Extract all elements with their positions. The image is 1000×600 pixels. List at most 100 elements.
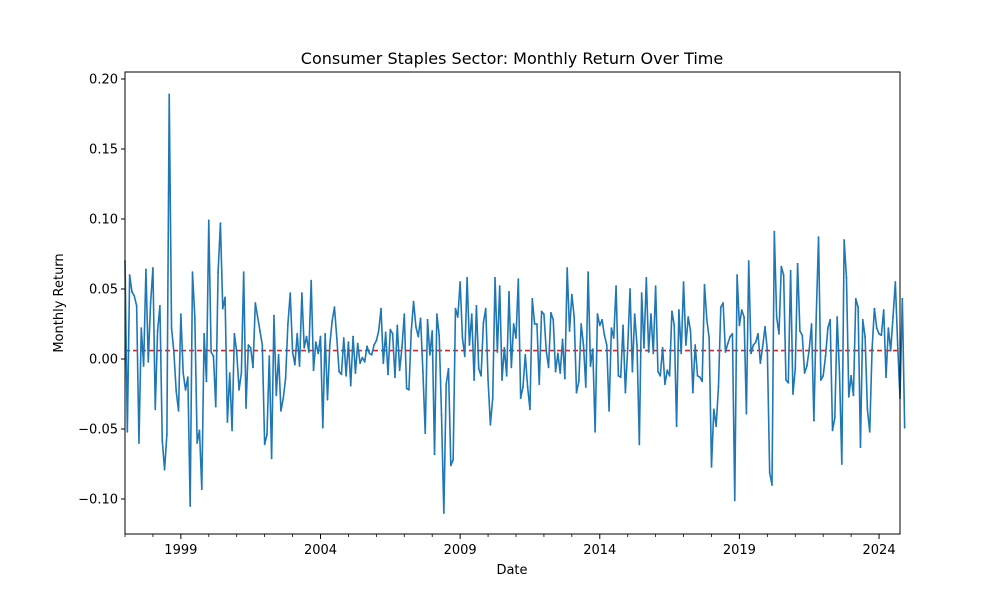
data-point: [524, 353, 527, 356]
data-point: [775, 316, 778, 318]
data-point: [356, 342, 359, 345]
data-point: [224, 296, 226, 299]
data-point: [719, 306, 722, 309]
data-point: [517, 278, 520, 281]
data-point: [349, 384, 352, 387]
data-point: [331, 320, 334, 323]
data-point: [405, 387, 408, 390]
data-point: [326, 398, 329, 401]
data-point: [138, 442, 140, 444]
data-point: [284, 377, 287, 380]
data-point: [456, 316, 459, 318]
data-point: [726, 342, 729, 345]
data-point: [487, 379, 489, 381]
data-point: [691, 391, 694, 394]
data-point: [440, 414, 443, 416]
data-point: [219, 222, 222, 225]
data-point: [766, 349, 769, 352]
data-point: [359, 362, 361, 365]
data-point: [743, 316, 745, 318]
data-point: [710, 465, 713, 468]
data-point: [852, 394, 855, 397]
data-point: [731, 332, 734, 335]
data-point: [799, 330, 801, 332]
data-point: [235, 351, 238, 353]
data-point: [207, 219, 210, 222]
data-point: [815, 316, 818, 318]
y-tick-label: 0.15: [89, 143, 118, 158]
data-point: [491, 397, 494, 400]
data-point: [261, 344, 264, 346]
data-point: [454, 307, 457, 310]
data-point: [854, 297, 857, 300]
data-point: [217, 271, 219, 274]
data-point: [280, 409, 282, 412]
data-point: [191, 271, 194, 274]
data-point: [342, 337, 345, 339]
data-point: [196, 442, 199, 444]
data-point: [608, 409, 610, 412]
data-point: [733, 499, 736, 502]
data-point: [624, 391, 627, 394]
data-point: [212, 355, 215, 358]
data-point: [605, 344, 608, 346]
data-point: [575, 391, 578, 394]
data-point: [268, 355, 271, 358]
data-point: [701, 380, 704, 383]
y-tick-label: 0.10: [89, 213, 118, 228]
data-point: [761, 345, 764, 348]
data-point: [238, 388, 240, 391]
data-point: [303, 346, 306, 349]
data-point: [252, 366, 254, 369]
data-point: [887, 327, 890, 330]
data-point: [750, 352, 752, 355]
data-point: [522, 386, 524, 388]
data-point: [808, 348, 811, 351]
data-point: [394, 376, 396, 379]
data-point: [794, 367, 797, 370]
data-point: [170, 327, 173, 330]
data-point: [661, 346, 664, 349]
data-point: [782, 274, 785, 276]
data-point: [838, 372, 841, 374]
y-tick-label: 0.05: [89, 283, 118, 298]
data-point: [687, 316, 690, 318]
data-point: [310, 279, 313, 282]
data-point: [408, 388, 410, 391]
data-point: [801, 334, 804, 337]
data-point: [324, 332, 327, 335]
data-point: [198, 429, 201, 432]
data-point: [354, 372, 357, 374]
data-point: [859, 446, 862, 449]
data-point: [671, 310, 673, 313]
data-point: [422, 370, 424, 373]
data-point: [822, 374, 825, 377]
y-tick-label: −0.05: [78, 423, 118, 438]
data-point: [496, 351, 499, 353]
data-point: [550, 311, 552, 314]
data-point: [673, 324, 676, 327]
data-point: [764, 325, 766, 328]
data-point: [664, 383, 666, 386]
data-point: [177, 409, 180, 412]
data-point: [540, 310, 543, 313]
data-point: [126, 430, 129, 433]
data-point: [361, 356, 364, 359]
data-point: [647, 351, 650, 353]
data-point: [449, 464, 452, 467]
data-point: [659, 374, 662, 377]
data-point: [387, 373, 389, 376]
data-point: [752, 344, 755, 346]
data-point: [484, 307, 487, 310]
data-point: [885, 376, 887, 379]
data-point: [508, 290, 510, 293]
data-point: [829, 318, 832, 321]
data-point: [589, 365, 592, 367]
data-point: [594, 430, 597, 433]
x-tick-label: 2019: [723, 543, 756, 558]
data-point: [552, 318, 555, 321]
data-point: [312, 369, 315, 372]
data-point: [512, 323, 515, 325]
data-point: [368, 352, 371, 355]
x-axis: 1999 2004 2009 2014 2019 2024: [124, 534, 896, 558]
